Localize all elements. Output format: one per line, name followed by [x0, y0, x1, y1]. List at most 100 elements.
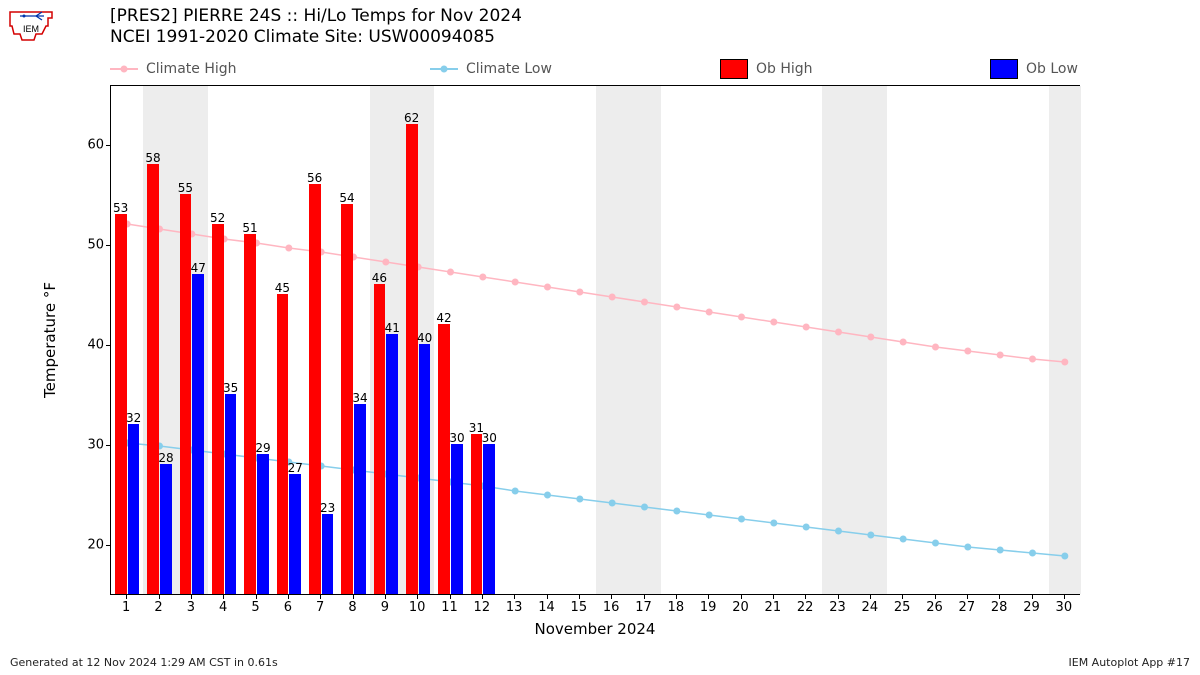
- x-tick: 30: [1056, 600, 1073, 615]
- climate-high-marker: [900, 339, 907, 346]
- x-tick: 2: [154, 600, 162, 615]
- ob-high-label: 42: [436, 311, 451, 325]
- ob-low-bar: [128, 424, 140, 594]
- climate-low-marker: [673, 508, 680, 515]
- x-tick: 13: [506, 600, 523, 615]
- climate-high-marker: [964, 348, 971, 355]
- climate-low-marker: [1061, 553, 1068, 560]
- y-axis-label: Temperature °F: [40, 85, 60, 595]
- ob-low-bar: [257, 454, 269, 594]
- ob-low-bar: [192, 274, 204, 594]
- ob-high-bar: [147, 164, 159, 594]
- climate-low-marker: [867, 532, 874, 539]
- climate-high-line: [127, 224, 1065, 362]
- climate-high-marker: [932, 344, 939, 351]
- ob-high-bar: [115, 214, 127, 594]
- climate-low-marker: [1029, 550, 1036, 557]
- climate-high-marker: [770, 319, 777, 326]
- climate-low-marker: [964, 544, 971, 551]
- x-tick: 28: [991, 600, 1008, 615]
- x-tick: 6: [284, 600, 292, 615]
- y-tick: 40: [87, 338, 104, 353]
- ob-high-bar: [180, 194, 192, 594]
- ob-low-label: 28: [158, 451, 173, 465]
- ob-high-bar: [438, 324, 450, 594]
- x-tick: 12: [474, 600, 491, 615]
- climate-high-marker: [382, 259, 389, 266]
- ob-high-bar: [374, 284, 386, 594]
- x-tick: 18: [668, 600, 685, 615]
- climate-high-marker: [609, 294, 616, 301]
- climate-low-marker: [738, 516, 745, 523]
- climate-high-marker: [544, 284, 551, 291]
- x-axis: 1234567891011121314151617181920212223242…: [110, 595, 1080, 620]
- ob-low-label: 23: [320, 501, 335, 515]
- ob-high-label: 46: [372, 271, 387, 285]
- ob-low-label: 27: [288, 461, 303, 475]
- x-tick: 27: [959, 600, 976, 615]
- climate-high-marker: [1029, 356, 1036, 363]
- climate-high-marker: [1061, 359, 1068, 366]
- ob-low-bar: [483, 444, 495, 594]
- y-tick: 20: [87, 538, 104, 553]
- climate-high-marker: [706, 309, 713, 316]
- x-tick: 29: [1023, 600, 1040, 615]
- ob-low-bar: [354, 404, 366, 594]
- x-tick: 1: [122, 600, 130, 615]
- footer-app: IEM Autoplot App #17: [1069, 656, 1191, 669]
- ob-low-label: 35: [223, 381, 238, 395]
- climate-low-marker: [706, 512, 713, 519]
- title-line2: NCEI 1991-2020 Climate Site: USW00094085: [110, 27, 522, 48]
- climate-low-marker: [835, 528, 842, 535]
- chart-area: 5358555251455654466242313228473529272334…: [110, 85, 1080, 595]
- climate-low-marker: [932, 540, 939, 547]
- ob-low-bar: [225, 394, 237, 594]
- climate-low-marker: [576, 496, 583, 503]
- y-tick: 30: [87, 438, 104, 453]
- ob-high-bar: [244, 234, 256, 594]
- x-tick: 10: [409, 600, 426, 615]
- climate-high-marker: [835, 329, 842, 336]
- climate-high-marker: [641, 299, 648, 306]
- ob-high-bar: [212, 224, 224, 594]
- x-tick: 25: [894, 600, 911, 615]
- title-line1: [PRES2] PIERRE 24S :: Hi/Lo Temps for No…: [110, 6, 522, 27]
- svg-text:IEM: IEM: [23, 24, 39, 34]
- ob-high-label: 53: [113, 201, 128, 215]
- climate-high-marker: [673, 304, 680, 311]
- climate-low-marker: [544, 492, 551, 499]
- climate-low-marker: [900, 536, 907, 543]
- ob-high-bar: [406, 124, 418, 594]
- iem-logo: IEM: [6, 6, 56, 46]
- footer-generated: Generated at 12 Nov 2024 1:29 AM CST in …: [10, 656, 278, 669]
- climate-low-marker: [803, 524, 810, 531]
- x-tick: 14: [538, 600, 555, 615]
- chart-title: [PRES2] PIERRE 24S :: Hi/Lo Temps for No…: [110, 6, 522, 49]
- ob-low-label: 30: [482, 431, 497, 445]
- ob-low-bar: [289, 474, 301, 594]
- climate-high-marker: [867, 334, 874, 341]
- ob-low-label: 34: [352, 391, 367, 405]
- climate-high-marker: [512, 279, 519, 286]
- legend: Climate HighClimate LowOb HighOb Low: [110, 58, 1080, 80]
- ob-low-label: 29: [255, 441, 270, 455]
- legend-item-climate-low: Climate Low: [430, 61, 552, 77]
- ob-high-label: 58: [145, 151, 160, 165]
- climate-low-marker: [609, 500, 616, 507]
- legend-item-climate-high: Climate High: [110, 61, 237, 77]
- climate-low-marker: [512, 488, 519, 495]
- x-tick: 21: [765, 600, 782, 615]
- x-tick: 22: [797, 600, 814, 615]
- climate-low-marker: [770, 520, 777, 527]
- ob-low-bar: [322, 514, 334, 594]
- legend-item-ob-low: Ob Low: [990, 59, 1078, 79]
- y-tick: 50: [87, 238, 104, 253]
- y-axis: 2030405060: [70, 85, 110, 595]
- climate-high-marker: [447, 269, 454, 276]
- ob-high-bar: [277, 294, 289, 594]
- climate-high-marker: [997, 352, 1004, 359]
- x-tick: 24: [862, 600, 879, 615]
- x-tick: 8: [348, 600, 356, 615]
- x-tick: 26: [926, 600, 943, 615]
- x-tick: 9: [381, 600, 389, 615]
